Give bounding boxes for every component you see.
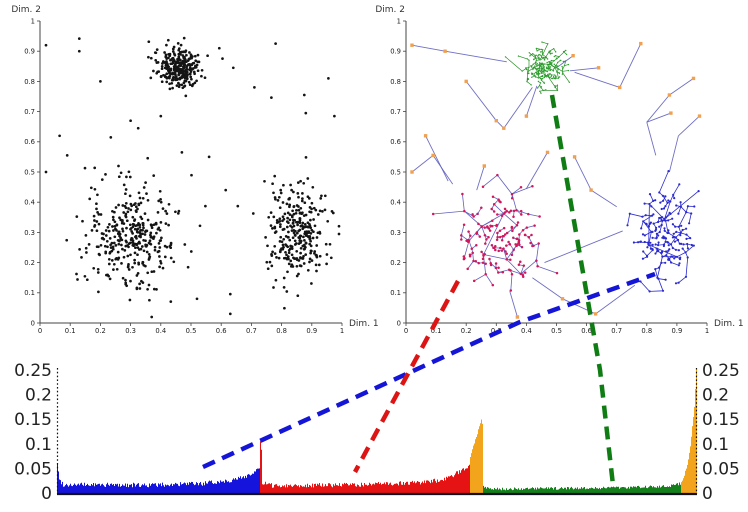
- scatter-ylabel: Dim. 2: [11, 5, 41, 15]
- svg-text:0.9: 0.9: [306, 327, 317, 335]
- scatter-points: [44, 36, 341, 319]
- svg-text:0.9: 0.9: [24, 48, 35, 56]
- svg-text:0.5: 0.5: [551, 327, 562, 335]
- svg-text:0.3: 0.3: [125, 327, 136, 335]
- scatter-axes: 00 0.1 0.1 0.2 0.2 0.3 0.3 0.4 0.4 0.5 0.5 0.6 0.6 0.…: [24, 17, 344, 335]
- svg-text:0.1: 0.1: [431, 327, 442, 335]
- svg-text:0: 0: [31, 319, 35, 327]
- svg-text:0.2: 0.2: [702, 386, 729, 406]
- svg-text:0.1: 0.1: [24, 289, 35, 297]
- svg-text:0.7: 0.7: [611, 327, 622, 335]
- svg-text:0.2: 0.2: [25, 386, 52, 406]
- svg-text:0.25: 0.25: [14, 361, 52, 381]
- svg-text:0.15: 0.15: [702, 410, 740, 430]
- svg-text:0.4: 0.4: [390, 199, 401, 207]
- svg-text:0.5: 0.5: [390, 168, 401, 176]
- svg-text:0: 0: [404, 327, 408, 335]
- svg-text:0.6: 0.6: [216, 327, 227, 335]
- svg-text:0.6: 0.6: [581, 327, 592, 335]
- svg-text:0: 0: [397, 319, 401, 327]
- spanning-tree-content: [410, 41, 702, 319]
- svg-text:0.8: 0.8: [24, 78, 35, 86]
- svg-text:0.2: 0.2: [95, 327, 106, 335]
- svg-text:0.6: 0.6: [390, 138, 401, 146]
- svg-text:1: 1: [340, 327, 344, 335]
- svg-text:0.25: 0.25: [702, 361, 740, 381]
- svg-text:0.4: 0.4: [155, 327, 166, 335]
- svg-text:0.9: 0.9: [390, 48, 401, 56]
- spanning-tree-axes: 000.10.10.20.20.30.30.40.40.50.50.60.60.…: [390, 17, 709, 335]
- svg-text:0.9: 0.9: [671, 327, 682, 335]
- svg-text:0.1: 0.1: [65, 327, 76, 335]
- svg-text:0.7: 0.7: [246, 327, 257, 335]
- svg-text:1: 1: [397, 17, 401, 25]
- svg-text:1: 1: [31, 17, 35, 25]
- spanning-tree-panel: 000.10.10.20.20.30.30.40.40.50.50.60.60.…: [375, 5, 743, 335]
- svg-text:0.7: 0.7: [24, 108, 35, 116]
- svg-text:0.05: 0.05: [14, 459, 52, 479]
- svg-text:0.2: 0.2: [461, 327, 472, 335]
- svg-text:0.8: 0.8: [641, 327, 652, 335]
- scatter-xlabel: Dim. 1: [349, 319, 379, 329]
- svg-text:0.1: 0.1: [702, 435, 729, 455]
- svg-text:0.8: 0.8: [390, 78, 401, 86]
- svg-text:0.7: 0.7: [390, 108, 401, 116]
- svg-text:0: 0: [41, 484, 52, 504]
- svg-text:0.8: 0.8: [276, 327, 287, 335]
- spanning-tree-xlabel: Dim. 1: [714, 319, 744, 329]
- svg-text:0.3: 0.3: [24, 229, 35, 237]
- svg-text:0.4: 0.4: [521, 327, 532, 335]
- reachability-axes: 0 0 0.05 0.05 0.1 0.1 0.15 0.15 0.2 0.2 0.25 0.25: [14, 361, 740, 504]
- svg-text:0.5: 0.5: [24, 168, 35, 176]
- svg-text:0.15: 0.15: [14, 410, 52, 430]
- scatter-panel: 00 0.1 0.1 0.2 0.2 0.3 0.3 0.4 0.4 0.5 0.5 0.6 0.6 0.…: [11, 5, 378, 335]
- svg-text:0.5: 0.5: [186, 327, 197, 335]
- svg-text:0.2: 0.2: [24, 259, 35, 267]
- reachability-bars: [57, 369, 697, 493]
- svg-text:0: 0: [702, 484, 713, 504]
- cluster-connector-lines: [202, 94, 656, 486]
- svg-text:0: 0: [38, 327, 42, 335]
- svg-text:0.3: 0.3: [390, 229, 401, 237]
- svg-text:0.1: 0.1: [25, 435, 52, 455]
- reachability-panel: 0 0 0.05 0.05 0.1 0.1 0.15 0.15 0.2 0.2 0.25 0.25: [14, 361, 740, 504]
- svg-text:1: 1: [705, 327, 709, 335]
- svg-text:0.6: 0.6: [24, 138, 35, 146]
- spanning-tree-ylabel: Dim. 2: [375, 5, 405, 15]
- svg-text:0.4: 0.4: [24, 199, 35, 207]
- svg-text:0.05: 0.05: [702, 459, 740, 479]
- svg-text:0.2: 0.2: [390, 259, 401, 267]
- svg-text:0.1: 0.1: [390, 289, 401, 297]
